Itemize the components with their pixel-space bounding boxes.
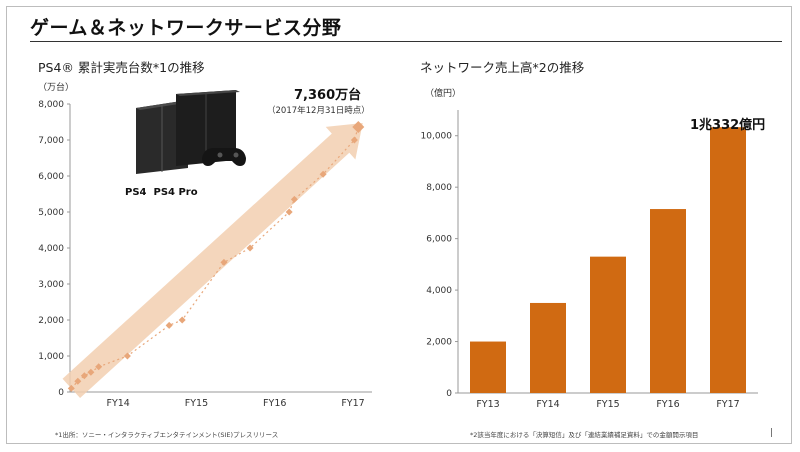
- left-data-point: [95, 363, 103, 371]
- growth-arrow: [62, 123, 363, 399]
- bar-fy14: [530, 302, 566, 393]
- left-data-point: [80, 372, 88, 380]
- right-y-tick-label: 2,000: [426, 338, 452, 348]
- bar-fy16: [650, 209, 686, 393]
- left-x-tick-label: FY16: [263, 398, 286, 409]
- ps4-logo: PS4: [125, 187, 147, 198]
- slide-border: [6, 6, 792, 444]
- right-x-tick-label: FY17: [716, 399, 739, 410]
- left-y-tick-label: 0: [58, 388, 64, 398]
- left-data-point: [74, 377, 82, 385]
- right-chart: 0 2,000 4,000 6,000 8,000 10,000 FY13 FY14 FY15 F…: [421, 110, 758, 410]
- right-chart-title: ネットワーク売上高*2の推移: [420, 60, 585, 75]
- ps4-pro-logo: PS4 Pro: [153, 187, 198, 198]
- left-x-tick-label: FY17: [341, 398, 364, 409]
- left-data-point: [285, 208, 293, 216]
- left-data-point: [165, 321, 173, 329]
- left-data-point: [67, 384, 75, 392]
- left-x-tick-label: FY15: [185, 398, 208, 409]
- page-title: ゲーム＆ネットワークサービス分野: [30, 17, 342, 39]
- left-y-tick-label: 3,000: [38, 280, 64, 290]
- left-data-point: [290, 195, 298, 203]
- left-data-point: [246, 244, 254, 252]
- bar-fy17: [710, 127, 746, 393]
- right-y-tick-label: 10,000: [421, 132, 453, 142]
- right-annotation-value: 1兆332億円: [690, 118, 766, 133]
- title-rule: [30, 41, 782, 42]
- right-x-tick-label: FY15: [596, 399, 619, 410]
- left-data-point: [178, 316, 186, 324]
- left-footnote: *1出所：ソニー・インタラクティブエンタテインメント(SIE)プレスリリース: [55, 431, 279, 439]
- right-y-tick-label: 0: [446, 389, 452, 399]
- right-y-tick-label: 6,000: [426, 235, 452, 245]
- right-x-tick-label: FY16: [656, 399, 679, 410]
- right-y-tick-label: 4,000: [426, 286, 452, 296]
- left-chart-unit: （万台）: [38, 83, 75, 93]
- left-data-point: [87, 368, 95, 376]
- left-x-tick-label: FY14: [107, 398, 130, 409]
- left-chart: 0 1,000 2,000 3,000 4,000 5,000 6,000 7,000 8,00…: [38, 100, 372, 409]
- left-y-tick-label: 8,000: [38, 100, 64, 110]
- left-annotation-date: （2017年12月31日時点）: [267, 106, 370, 116]
- left-y-tick-label: 5,000: [38, 208, 64, 218]
- right-footnote: *2該当年度における「決算短信」及び「連結業績補足資料」での金額開示項目: [470, 431, 699, 439]
- left-y-tick-label: 1,000: [38, 352, 64, 362]
- left-y-tick-label: 7,000: [38, 136, 64, 146]
- left-annotation-value: 7,360万台: [294, 88, 362, 103]
- left-data-point: [319, 170, 327, 178]
- left-data-point: [352, 121, 365, 134]
- left-y-tick-label: 6,000: [38, 172, 64, 182]
- left-data-point: [350, 136, 358, 144]
- right-x-tick-label: FY13: [476, 399, 499, 410]
- left-data-point: [123, 352, 131, 360]
- left-y-tick-label: 4,000: [38, 244, 64, 254]
- ps4-console-image: [136, 90, 246, 174]
- right-y-tick-label: 8,000: [426, 183, 452, 193]
- bar-fy15: [590, 256, 626, 393]
- left-y-tick-label: 2,000: [38, 316, 64, 326]
- page-marker: [771, 428, 772, 437]
- left-chart-title: PS4® 累計実売台数*1の推移: [38, 60, 205, 75]
- ps4-logos: PS4 PS4 Pro: [125, 187, 198, 198]
- bar-fy13: [470, 341, 506, 393]
- right-chart-unit: （億円）: [425, 89, 462, 99]
- right-x-tick-label: FY14: [536, 399, 559, 410]
- left-data-point: [220, 258, 228, 266]
